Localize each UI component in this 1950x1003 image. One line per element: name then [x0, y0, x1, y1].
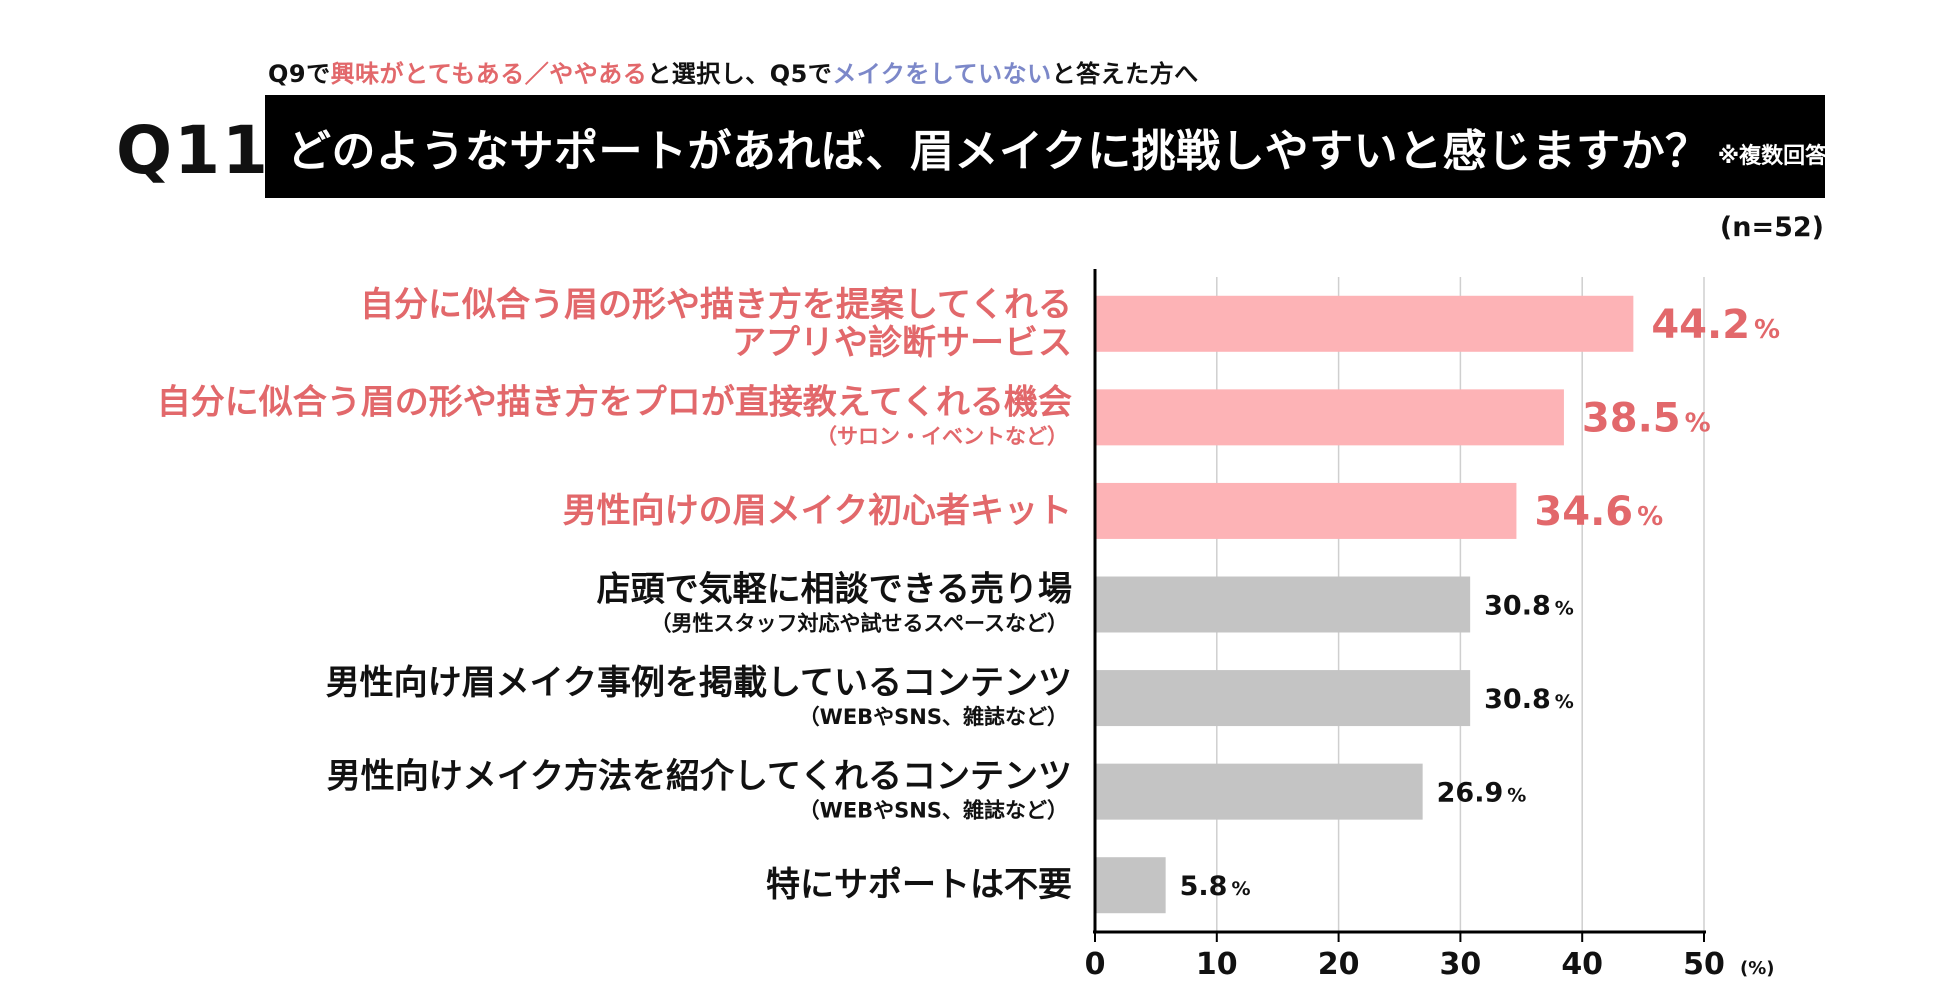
category-label: 男性向けの眉メイク初心者キット	[563, 491, 1072, 531]
category-label: アプリや診断サービス	[732, 323, 1072, 363]
category-label: 自分に似合う眉の形や描き方をプロが直接教えてくれる機会	[157, 382, 1072, 422]
category-sublabel: （サロン・イベントなど）	[816, 424, 1068, 448]
value-label: 30.8%	[1484, 591, 1574, 622]
x-tick-label: 30	[1440, 947, 1482, 982]
subtitle-part-0: Q9で	[268, 60, 331, 88]
value-number: 30.8	[1484, 684, 1551, 715]
bar	[1095, 857, 1166, 914]
value-number: 34.6	[1534, 489, 1633, 535]
x-tick-label: 50	[1683, 947, 1725, 982]
value-percent: %	[1231, 878, 1250, 900]
subtitle-part-4: と答えた方へ	[1051, 60, 1199, 88]
value-label: 5.8%	[1180, 871, 1251, 902]
value-percent: %	[1685, 408, 1711, 438]
value-percent: %	[1754, 315, 1780, 345]
x-tick-label: 40	[1561, 947, 1603, 982]
category-label: 店頭で気軽に相談できる売り場	[597, 570, 1072, 610]
category-sublabel: （男性スタッフ対応や試せるスペースなど）	[651, 612, 1068, 636]
category-sublabel: （WEBやSNS、雑誌など）	[799, 705, 1068, 729]
value-label: 38.5%	[1582, 395, 1711, 441]
bar	[1095, 670, 1471, 727]
subtitle-part-2: と選択し、Q5で	[647, 60, 833, 88]
value-number: 26.9	[1437, 778, 1504, 809]
subtitle-part-1: 興味がとてもある／ややある	[330, 60, 648, 88]
question-number: Q11	[116, 112, 270, 189]
value-percent: %	[1555, 691, 1574, 713]
value-percent: %	[1555, 598, 1574, 620]
category-label: 男性向けメイク方法を紹介してくれるコンテンツ	[327, 757, 1072, 797]
x-axis-unit: (%)	[1740, 958, 1775, 979]
category-label: 自分に似合う眉の形や描き方を提案してくれる	[360, 285, 1072, 325]
bar	[1095, 763, 1423, 820]
bar	[1095, 389, 1564, 446]
value-label: 30.8%	[1484, 684, 1574, 715]
x-tick-label: 0	[1085, 947, 1106, 982]
bar	[1095, 576, 1471, 633]
category-label: 特にサポートは不要	[766, 865, 1072, 905]
question-title-bar: どのようなサポートがあれば、眉メイクに挑戦しやすいと感じますか？ ※複数回答	[265, 95, 1825, 198]
value-label: 26.9%	[1437, 778, 1527, 809]
sample-size-label: (n=52)	[1719, 212, 1824, 243]
value-label: 44.2%	[1651, 302, 1780, 348]
value-percent: %	[1637, 502, 1663, 532]
bar	[1095, 295, 1634, 352]
question-text: どのようなサポートがあれば、眉メイクに挑戦しやすいと感じますか？	[287, 125, 1710, 177]
value-number: 5.8	[1180, 871, 1228, 902]
value-label: 34.6%	[1534, 489, 1663, 535]
value-percent: %	[1507, 785, 1526, 807]
bar	[1095, 482, 1517, 539]
x-tick-label: 10	[1196, 947, 1238, 982]
subtitle-part-3: メイクをしていない	[832, 60, 1052, 88]
x-tick-label: 20	[1318, 947, 1360, 982]
value-number: 44.2	[1651, 302, 1750, 348]
question-note: ※複数回答	[1717, 143, 1825, 169]
category-sublabel: （WEBやSNS、雑誌など）	[799, 799, 1068, 823]
question-subtitle: Q9で興味がとてもある／ややあると選択し、Q5でメイクをしていないと答えた方へ	[268, 54, 1199, 89]
category-label: 男性向け眉メイク事例を掲載しているコンテンツ	[326, 663, 1072, 703]
value-number: 38.5	[1582, 395, 1681, 441]
value-number: 30.8	[1484, 591, 1551, 622]
